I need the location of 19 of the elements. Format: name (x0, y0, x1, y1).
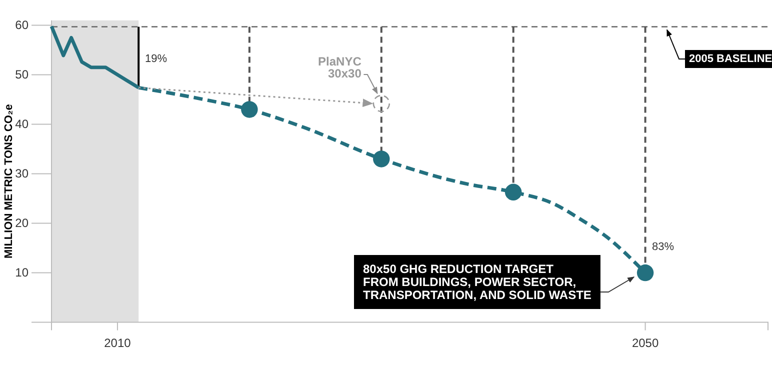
y-tick-label: 10 (15, 266, 29, 280)
y-tick-label: 30 (15, 166, 29, 181)
x-tick-label: 2010 (104, 336, 132, 350)
point (373, 150, 390, 168)
annotation: 83% (652, 241, 674, 253)
point (636, 264, 654, 282)
y-axis-title: MILLION METRIC TONS CO₂e (3, 104, 15, 259)
point (241, 101, 258, 118)
y-tick-label: 40 (15, 117, 29, 132)
annotation: 80x50 GHG REDUCTION TARGET FROM BUILDINGS, POWER SECTOR, TRANSPORTATION, AND SOLID WASTE (363, 262, 592, 302)
x-tick-label: 2050 (632, 336, 659, 350)
ref-line-label: 2005 BASELINE (689, 53, 772, 65)
y-tick-label: 50 (15, 68, 29, 82)
annotation: 19% (145, 53, 168, 65)
point (372, 94, 390, 112)
point (504, 184, 522, 200)
y-tick-label: 20 (15, 216, 29, 230)
y-tick-label: 60 (15, 18, 29, 32)
annotation: PlaNYC 30x30 (318, 54, 362, 81)
